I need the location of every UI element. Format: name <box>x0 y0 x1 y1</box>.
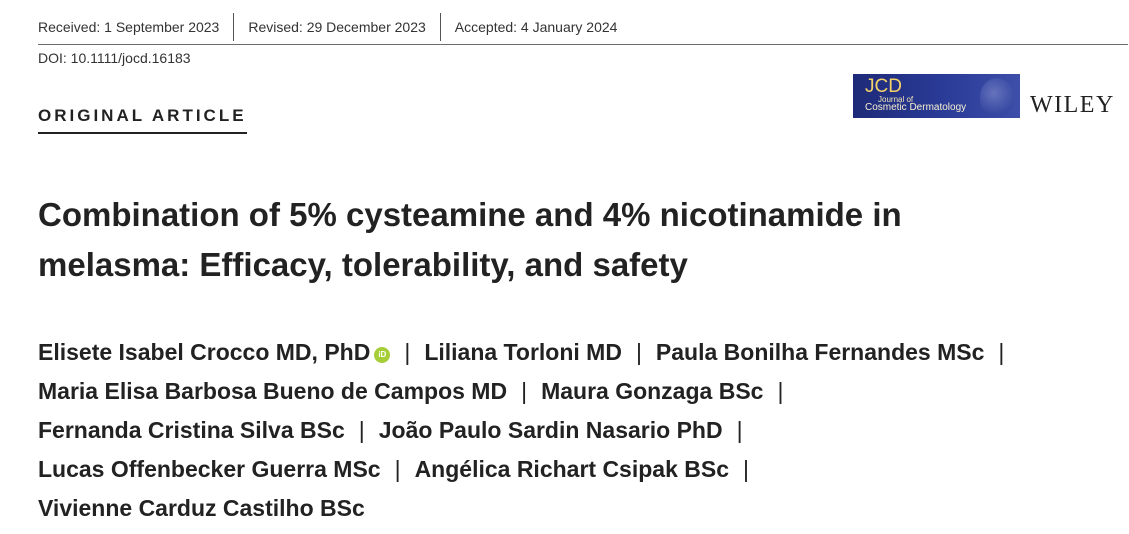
author-name[interactable]: Lucas Offenbecker Guerra MSc <box>38 456 381 482</box>
author-separator: | <box>736 417 743 443</box>
author-name[interactable]: Paula Bonilha Fernandes MSc <box>655 339 985 365</box>
orcid-icon[interactable]: iD <box>374 347 391 363</box>
publisher-logo[interactable]: WILEY <box>1030 92 1115 118</box>
publication-history: Received: 1 September 2023 Revised: 29 D… <box>38 10 1128 45</box>
author-name[interactable]: Fernanda Cristina Silva BSc <box>38 417 345 443</box>
received-date: Received: 1 September 2023 <box>38 19 220 35</box>
author-name[interactable]: Elisete Isabel Crocco MD, PhD <box>38 339 371 365</box>
author-separator: | <box>404 339 411 365</box>
journal-name-line2: Cosmetic Dermatology <box>865 102 967 113</box>
author-separator: | <box>777 378 784 404</box>
accepted-date: Accepted: 4 January 2024 <box>454 19 618 35</box>
author-separator: | <box>998 339 1005 365</box>
author-line: Lucas Offenbecker Guerra MSc | Angélica Ri… <box>38 450 1118 489</box>
author-list: Elisete Isabel Crocco MD, PhD iD | Liliana … <box>38 333 1118 528</box>
author-line: Maria Elisa Barbosa Bueno de Campos MD | M… <box>38 372 1118 411</box>
journal-cover-face-image <box>980 78 1014 116</box>
revised-date: Revised: 29 December 2023 <box>248 19 426 35</box>
author-name[interactable]: Maura Gonzaga BSc <box>541 378 764 404</box>
author-line: Fernanda Cristina Silva BSc | João Paulo S… <box>38 411 1118 450</box>
journal-logo[interactable]: JCD Journal of Cosmetic Dermatology <box>853 74 1020 118</box>
author-line: Vivienne Carduz Castilho BSc <box>38 489 1118 528</box>
article-type-label: ORIGINAL ARTICLE <box>38 106 247 134</box>
doi-link[interactable]: DOI: 10.1111/jocd.16183 <box>38 50 191 66</box>
author-name[interactable]: Liliana Torloni MD <box>424 339 622 365</box>
author-name[interactable]: João Paulo Sardin Nasario PhD <box>378 417 723 443</box>
article-title: Combination of 5% cysteamine and 4% nico… <box>38 196 902 283</box>
journal-name-line1: Journal of <box>878 95 914 104</box>
author-separator: | <box>635 339 642 365</box>
history-divider <box>233 13 235 41</box>
history-divider <box>439 13 441 41</box>
author-separator: | <box>743 456 749 482</box>
author-separator: | <box>521 378 528 404</box>
author-name[interactable]: Maria Elisa Barbosa Bueno de Campos MD <box>38 378 508 404</box>
author-separator: | <box>394 456 401 482</box>
author-name[interactable]: Angélica Richart Csipak BSc <box>414 456 730 482</box>
author-separator: | <box>358 417 365 443</box>
journal-abbreviation: JCD <box>865 76 902 97</box>
author-line: Elisete Isabel Crocco MD, PhD iD | Liliana … <box>38 333 1118 372</box>
author-name[interactable]: Vivienne Carduz Castilho BSc <box>38 495 365 521</box>
